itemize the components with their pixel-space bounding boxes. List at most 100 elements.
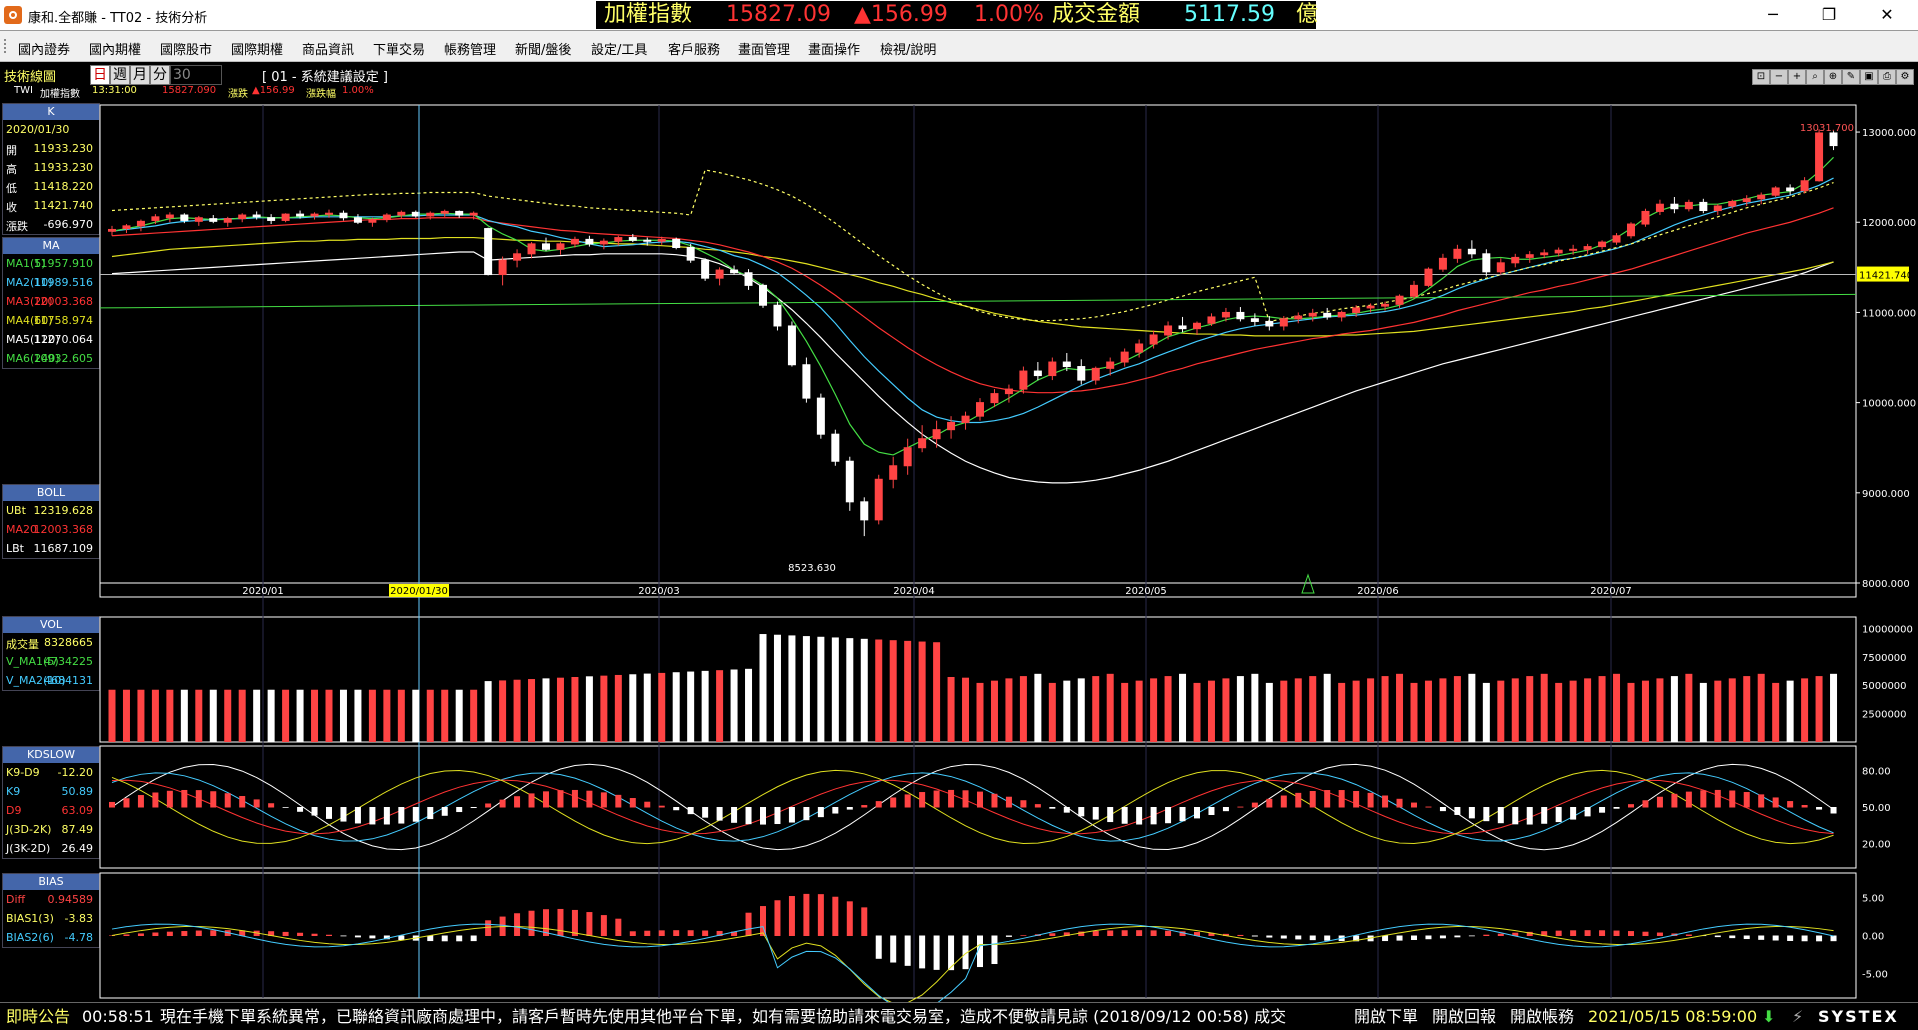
kd-diff-bar	[1685, 791, 1692, 808]
timeframe-week[interactable]: 週	[110, 65, 130, 85]
menu-screen-ops[interactable]: 畫面操作	[808, 43, 861, 58]
candle-body	[1250, 318, 1259, 322]
menu-domestic-futures[interactable]: 國內期權	[89, 43, 142, 58]
kd-diff-bar	[1309, 791, 1316, 808]
bias-tick-label: 0.00	[1862, 932, 1884, 943]
zoom-out-icon[interactable]: −	[1770, 69, 1788, 85]
technical-chart[interactable]: 2020/01 2020/03 2020/04 2020/05 2020/06 2020/…	[0, 0, 1918, 1002]
candle-body	[1106, 361, 1115, 369]
menu-accounts[interactable]: 帳務管理	[444, 43, 497, 58]
kd-diff-bar	[817, 807, 824, 818]
bias-diff-bar	[1396, 935, 1403, 941]
volume-bar	[1598, 676, 1606, 742]
ticker-amount: 5117.59	[1184, 2, 1275, 27]
menu-customer-service[interactable]: 客戶服務	[668, 43, 721, 58]
setting-label[interactable]: [ 01 - 系統建議設定 ]	[262, 70, 388, 85]
bias-diff-bar	[1743, 935, 1750, 940]
zoom-in-icon[interactable]: +	[1788, 69, 1806, 85]
bias-diff-bar	[977, 935, 983, 968]
volume-bar	[1251, 673, 1259, 742]
volume-bar	[817, 636, 825, 742]
menu-news[interactable]: 新聞/盤後	[515, 43, 572, 58]
volume-bar	[1193, 682, 1201, 742]
settings-icon[interactable]: ⚙	[1896, 69, 1914, 85]
volume-bar	[441, 689, 449, 742]
bias-diff-bar	[1656, 932, 1663, 936]
candle-body	[382, 214, 391, 221]
minimize-button[interactable]: ─	[1768, 5, 1778, 24]
zoom-fit-icon[interactable]: ⊡	[1752, 69, 1770, 85]
volume-bar	[339, 689, 347, 742]
volume-bar	[412, 689, 420, 742]
menu-view-help[interactable]: 檢視/說明	[880, 43, 937, 58]
candle-body	[1742, 198, 1751, 203]
print-icon[interactable]: ⎙	[1878, 69, 1896, 85]
timeframe-month[interactable]: 月	[130, 65, 150, 85]
bias-diff-bar	[354, 935, 361, 938]
kd-diff-bar	[1714, 789, 1721, 808]
panel-k-head: K	[3, 104, 99, 120]
kd-diff-bar	[311, 807, 318, 816]
volume-bar	[1222, 678, 1230, 742]
menu-settings[interactable]: 設定/工具	[591, 43, 648, 58]
volume-bar	[918, 641, 926, 742]
timeframe-day[interactable]: 日	[90, 65, 110, 85]
menu-product-info[interactable]: 商品資訊	[302, 43, 355, 58]
search-icon[interactable]: ⌕	[1806, 69, 1824, 85]
window-title: 康和.全都賺 - TT02 - 技術分析	[28, 11, 208, 26]
bias-row: BIAS1(3) -3.83	[3, 909, 99, 928]
volume-bar	[556, 677, 564, 742]
volume-bar	[904, 640, 912, 742]
menu-intl-futures[interactable]: 國際期權	[231, 43, 284, 58]
open-order-button[interactable]: 開啟下單	[1354, 1007, 1419, 1026]
candle-body	[426, 212, 435, 217]
candle-body	[122, 225, 131, 230]
candle-body	[527, 243, 536, 255]
candle-body	[1713, 205, 1722, 212]
timeframe-minute[interactable]: 分	[150, 65, 170, 85]
bias-diff-bar	[1208, 932, 1215, 936]
close-button[interactable]: ✕	[1880, 5, 1894, 24]
bias-diff-bar	[1324, 935, 1331, 941]
kd-diff-bar	[485, 803, 492, 808]
kd-diff-bar	[1020, 800, 1027, 808]
bias-diff-bar	[1570, 930, 1577, 936]
volume-bar	[1613, 673, 1621, 742]
pencil-icon[interactable]: ✎	[1842, 69, 1860, 85]
kd-diff-bar	[1772, 797, 1779, 808]
volume-bar	[962, 677, 970, 742]
volume-bar	[600, 675, 608, 742]
vol-value: 4684131	[44, 674, 93, 687]
volume-bar	[889, 640, 897, 742]
ma-label: MA4(60)	[6, 314, 53, 327]
kd-diff-bar	[731, 807, 738, 823]
restore-button[interactable]: ❐	[1821, 5, 1837, 24]
open-report-button[interactable]: 開啟回報	[1432, 1007, 1497, 1026]
panel-kd-head: KDSLOW	[3, 747, 99, 763]
period-select[interactable]: 30	[170, 65, 222, 85]
candle-body	[1236, 311, 1245, 320]
ma-value: 10932.605	[33, 352, 94, 365]
ma60-line	[111, 236, 1834, 337]
volume-bar	[1641, 680, 1649, 742]
volume-bar	[528, 679, 536, 742]
kd-diff-bar	[152, 792, 159, 808]
volume-bar	[1338, 682, 1346, 742]
save-icon[interactable]: ▣	[1860, 69, 1878, 85]
menu-screen-manage[interactable]: 畫面管理	[738, 43, 791, 58]
ticker-name: 加權指數	[604, 2, 693, 27]
volume-bar	[325, 689, 333, 742]
magnify-icon[interactable]: ⊕	[1824, 69, 1842, 85]
volume-bar	[513, 679, 521, 742]
bias-diff-bar	[1512, 932, 1519, 936]
open-account-button[interactable]: 開啟帳務	[1510, 1007, 1575, 1026]
menu-trading[interactable]: 下單交易	[373, 43, 426, 58]
menu-domestic-securities[interactable]: 國內證券	[18, 43, 71, 58]
kd-tick-label: 80.00	[1862, 766, 1891, 777]
menu-intl-stocks[interactable]: 國際股市	[160, 43, 213, 58]
volume-bar	[1410, 682, 1418, 742]
vol-value: 4734225	[44, 655, 93, 668]
candle-body	[686, 246, 695, 261]
volume-bar	[1728, 678, 1736, 742]
bias-label: BIAS1(3)	[6, 912, 54, 925]
